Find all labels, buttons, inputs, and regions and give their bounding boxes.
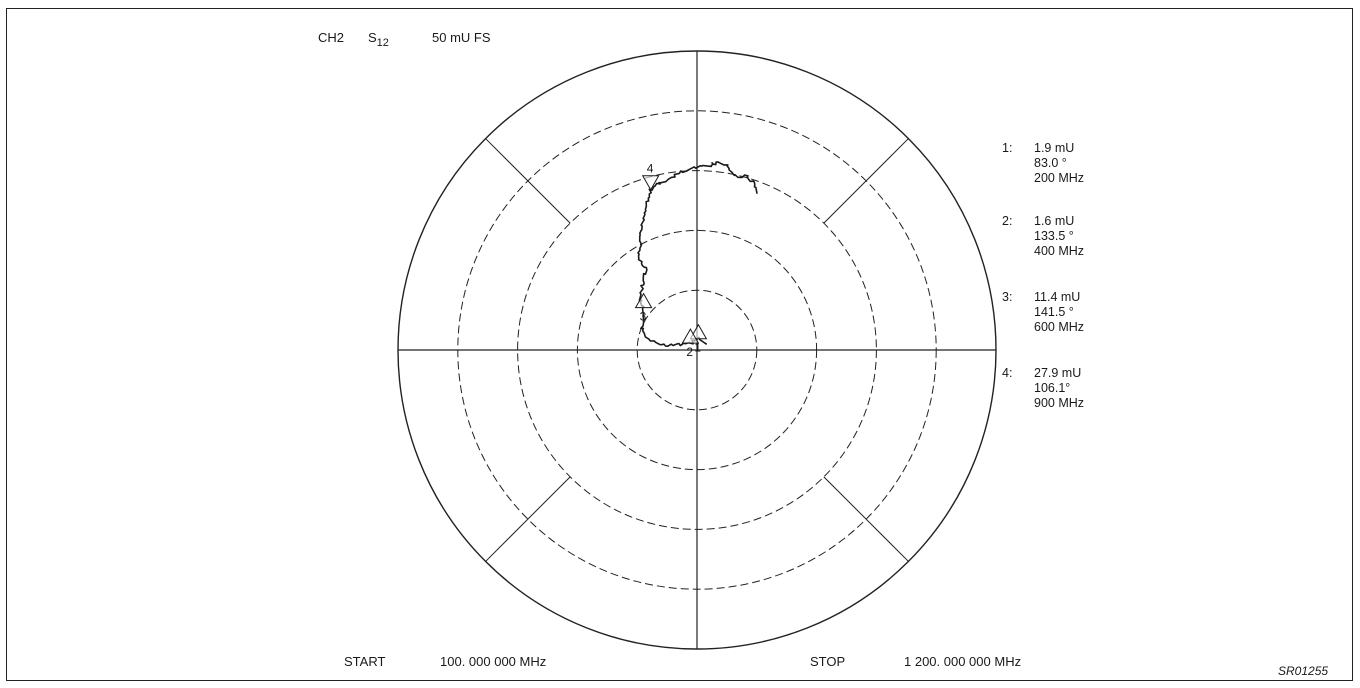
marker-2-label: 2 (686, 345, 693, 359)
spoke-225 (485, 476, 571, 562)
marker-frequency: 900 MHz (1034, 396, 1085, 410)
marker-2-triangle (681, 328, 700, 344)
marker-readout-id: 1: (1002, 141, 1013, 155)
spoke-315 (823, 476, 909, 562)
spoke-135 (485, 138, 571, 224)
marker-frequency: 600 MHz (1034, 320, 1085, 334)
s-parameter-subscript: 12 (376, 37, 389, 49)
marker-4-triangle (641, 175, 660, 191)
marker-3-label: 3 (640, 310, 647, 324)
marker-angle: 133.5 ° (1034, 229, 1074, 243)
s-parameter-label: S12 (368, 30, 389, 49)
marker-magnitude: 1.6 mU (1034, 214, 1075, 228)
marker-readout-id: 2: (1002, 214, 1013, 228)
scale-label: 50 mU FS (432, 30, 491, 45)
start-label: START (344, 654, 386, 669)
s-parameter-main: S (368, 30, 377, 45)
spoke-45 (823, 138, 909, 224)
chart-frame (6, 8, 1353, 681)
marker-readout-id: 3: (1002, 290, 1013, 304)
start-frequency: 100. 000 000 MHz (440, 654, 547, 669)
marker-angle: 106.1° (1034, 381, 1071, 395)
marker-3-triangle (634, 292, 653, 309)
marker-magnitude: 1.9 mU (1034, 141, 1075, 155)
marker-angle: 83.0 ° (1034, 156, 1067, 170)
stop-frequency: 1 200. 000 000 MHz (904, 654, 1022, 669)
marker-magnitude: 11.4 mU (1034, 290, 1081, 304)
marker-angle: 141.5 ° (1034, 305, 1074, 319)
marker-1-label: 1 (694, 341, 701, 355)
polar-grid (397, 50, 997, 650)
marker-frequency: 200 MHz (1034, 171, 1085, 185)
marker-magnitude: 27.9 mU (1034, 366, 1082, 380)
channel-label: CH2 (318, 30, 345, 45)
stop-label: STOP (810, 654, 846, 669)
trace-markers: 12 3 4 (634, 162, 708, 359)
marker-4-label: 4 (647, 162, 654, 176)
marker-readout-id: 4: (1002, 366, 1013, 380)
figure-reference: SR01255 (1278, 664, 1329, 678)
data-trace (637, 161, 758, 348)
marker-frequency: 400 MHz (1034, 244, 1085, 258)
trace-line (637, 161, 758, 348)
